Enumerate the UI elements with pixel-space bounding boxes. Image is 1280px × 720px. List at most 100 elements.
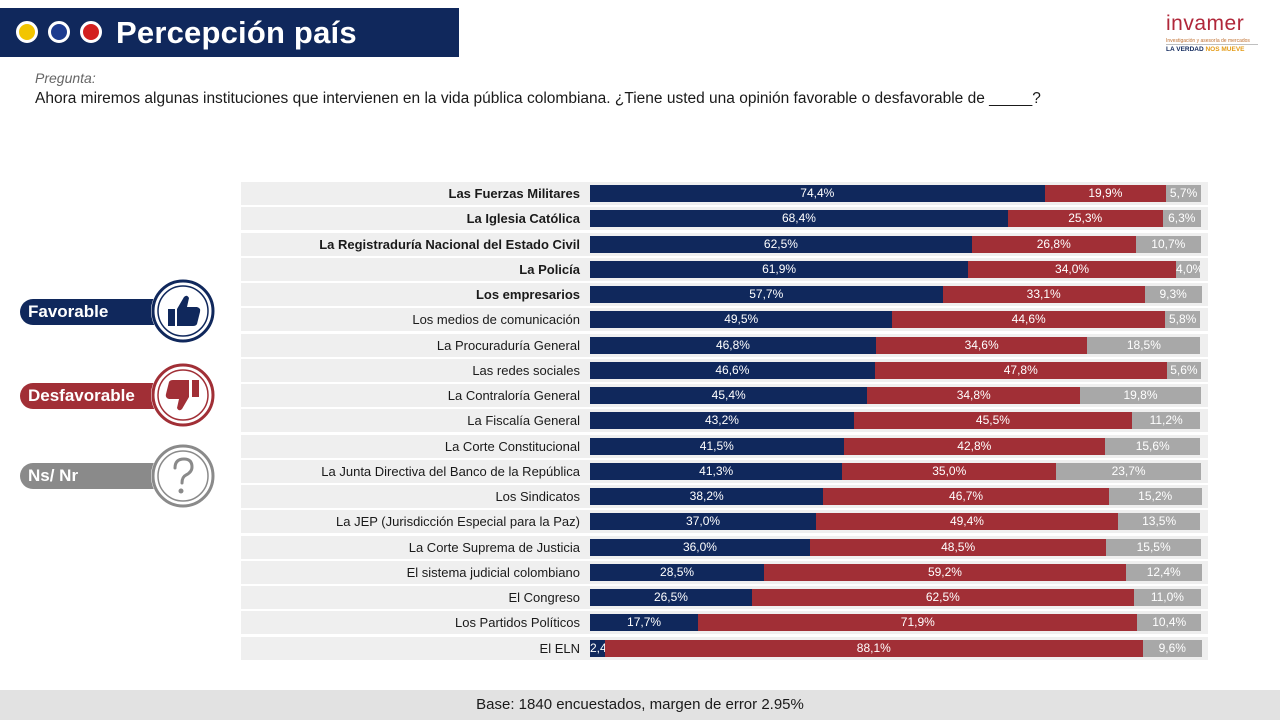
- bar-segment-favorable: 41,3%: [590, 462, 843, 480]
- question-label: Pregunta:: [35, 70, 96, 86]
- category-label: La Corte Suprema de Justicia: [408, 539, 580, 555]
- thumbs-down-icon: [151, 363, 215, 427]
- legend-favorable-label: Favorable: [28, 302, 109, 321]
- bar-segment-desfavorable: 62,5%: [751, 589, 1134, 606]
- bar-segment-favorable: 68,4%: [590, 210, 1008, 228]
- category-label: La JEP (Jurisdicción Especial para la Pa…: [336, 514, 580, 530]
- bar-segment-nsnr: 18,5%: [1087, 336, 1201, 354]
- legend-nsnr-label: Ns/ Nr: [28, 466, 79, 485]
- category-label: La Iglesia Católica: [466, 211, 580, 227]
- category-label: La Contraloría General: [447, 388, 580, 403]
- bar-segment-nsnr: 4,0%: [1175, 260, 1201, 278]
- bar-segment-favorable: 45,4%: [590, 387, 868, 404]
- bar-segment-nsnr: 10,4%: [1137, 614, 1201, 632]
- bar-segment-nsnr: 10,7%: [1135, 235, 1201, 253]
- bar-segment-desfavorable: 47,8%: [874, 361, 1167, 379]
- category-label: La Corte Constitucional: [444, 438, 580, 454]
- bar-segment-favorable: 43,2%: [590, 412, 854, 430]
- category-label: La Procuraduría General: [436, 337, 580, 353]
- bar-segment-nsnr: 5,7%: [1166, 185, 1201, 202]
- bar-segment-nsnr: 5,8%: [1164, 311, 1201, 329]
- bar-segment-favorable: 46,8%: [590, 336, 876, 354]
- logo-divider: [1166, 44, 1258, 45]
- bar-segment-favorable: 61,9%: [590, 260, 969, 278]
- legend-nsnr-pill: Ns/ Nr: [20, 463, 170, 489]
- bar-segment-nsnr: 15,6%: [1105, 437, 1201, 455]
- footer-bar: Base: 1840 encuestados, margen de error …: [0, 690, 1280, 720]
- bar-segment-desfavorable: 26,8%: [971, 235, 1136, 253]
- red-dot-icon: [80, 21, 102, 43]
- bar-segment-desfavorable: 34,0%: [968, 260, 1176, 278]
- category-label: La Registraduría Nacional del Estado Civ…: [319, 236, 580, 252]
- bar-segment-favorable: 62,5%: [590, 235, 972, 253]
- bar-segment-favorable: 2,4%: [590, 639, 617, 657]
- bar-segment-nsnr: 5,6%: [1166, 361, 1201, 379]
- category-label: La Policía: [519, 261, 580, 277]
- category-label: Los empresarios: [475, 287, 580, 302]
- bar-segment-favorable: 38,2%: [590, 488, 824, 505]
- category-label: Las Fuerzas Militares: [448, 186, 581, 201]
- bar-segment-favorable: 26,5%: [590, 589, 752, 606]
- bar-segment-nsnr: 9,6%: [1142, 639, 1202, 657]
- bar-segment-nsnr: 11,2%: [1131, 412, 1201, 430]
- blue-dot-icon: [48, 21, 70, 43]
- logo-name: invamer: [1166, 12, 1245, 35]
- question-mark-icon: [151, 444, 215, 508]
- category-label: El sistema judicial colombiano: [406, 564, 580, 580]
- bar-segment-desfavorable: 49,4%: [816, 513, 1118, 531]
- logo-tagline-b: NOS MUEVE: [1205, 46, 1245, 53]
- bar-segment-desfavorable: 44,6%: [892, 311, 1165, 329]
- category-label: La Junta Directiva del Banco de la Repúb…: [321, 463, 580, 479]
- category-label: Las redes sociales: [472, 362, 580, 378]
- bar-segment-desfavorable: 33,1%: [942, 286, 1145, 303]
- bar-segment-nsnr: 9,3%: [1144, 286, 1202, 303]
- invamer-logo: invamer Investigación y asesoría de merc…: [1166, 12, 1266, 54]
- legend-favorable-pill: Favorable: [20, 299, 170, 325]
- legend-desfavorable-label: Desfavorable: [28, 386, 135, 405]
- bar-segment-desfavorable: 19,9%: [1044, 185, 1167, 202]
- bar-segment-desfavorable: 42,8%: [843, 437, 1106, 455]
- bar-segment-desfavorable: 25,3%: [1007, 210, 1163, 228]
- category-label: El ELN: [539, 640, 580, 656]
- bar-segment-desfavorable: 48,5%: [809, 538, 1107, 556]
- legend-desfavorable-pill: Desfavorable: [20, 383, 170, 409]
- bar-segment-nsnr: 12,4%: [1125, 563, 1202, 581]
- bar-segment-desfavorable: 45,5%: [853, 412, 1132, 430]
- bar-segment-desfavorable: 71,9%: [698, 614, 1138, 632]
- bar-segment-favorable: 41,5%: [590, 437, 844, 455]
- bar-segment-desfavorable: 88,1%: [604, 639, 1143, 657]
- category-label: El Congreso: [508, 590, 580, 605]
- stacked-bar-chart: Las Fuerzas Militares 74,4% 19,9% 5,7% La Ig…: [241, 182, 1208, 662]
- bar-segment-desfavorable: 59,2%: [764, 563, 1126, 581]
- bar-segment-desfavorable: 34,8%: [867, 387, 1081, 404]
- logo-tagline-a: LA VERDAD: [1166, 46, 1206, 53]
- base-note: Base: 1840 encuestados, margen de error …: [476, 696, 804, 713]
- bar-segment-nsnr: 15,2%: [1108, 488, 1202, 505]
- logo-tagline: LA VERDAD NOS MUEVE: [1166, 46, 1245, 53]
- bar-segment-nsnr: 6,3%: [1162, 210, 1201, 228]
- category-label: Los Sindicatos: [495, 489, 580, 504]
- bar-segment-desfavorable: 35,0%: [842, 462, 1057, 480]
- bar-segment-favorable: 28,5%: [590, 563, 765, 581]
- yellow-dot-icon: [16, 21, 38, 43]
- thumbs-up-icon: [151, 279, 215, 343]
- bar-segment-favorable: 49,5%: [590, 311, 893, 329]
- bar-segment-favorable: 46,6%: [590, 361, 875, 379]
- bar-segment-favorable: 36,0%: [590, 538, 810, 556]
- page-title: Percepción país: [116, 15, 357, 50]
- bar-segment-nsnr: 15,5%: [1106, 538, 1201, 556]
- question-text: Ahora miremos algunas instituciones que …: [35, 90, 1041, 107]
- bar-segment-nsnr: 13,5%: [1117, 513, 1201, 531]
- bar-segment-nsnr: 11,0%: [1133, 589, 1201, 606]
- bar-segment-desfavorable: 34,6%: [875, 336, 1088, 354]
- category-label: Los medios de comunicación: [412, 312, 580, 328]
- category-label: Los Partidos Políticos: [454, 615, 580, 631]
- bar-segment-favorable: 57,7%: [590, 286, 943, 303]
- bar-segment-desfavorable: 46,7%: [823, 488, 1109, 505]
- bar-segment-nsnr: 23,7%: [1056, 462, 1201, 480]
- logo-subtitle: Investigación y asesoría de mercados: [1166, 38, 1250, 44]
- category-label: La Fiscalía General: [467, 413, 580, 429]
- bar-segment-favorable: 37,0%: [590, 513, 817, 531]
- bar-segment-favorable: 74,4%: [590, 185, 1045, 202]
- bar-segment-nsnr: 19,8%: [1080, 387, 1201, 404]
